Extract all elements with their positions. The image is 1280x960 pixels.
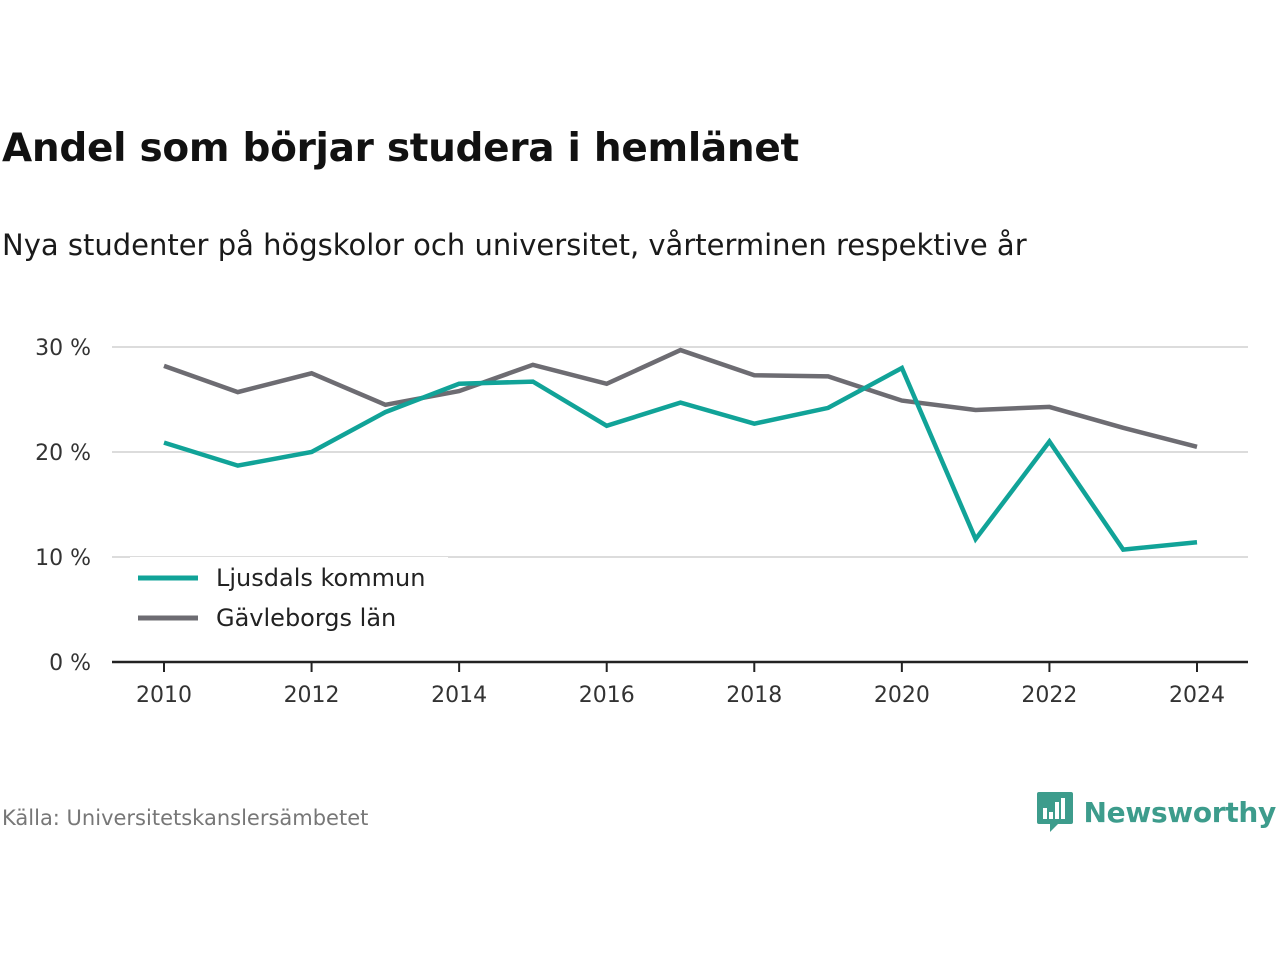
x-tick-label: 2022	[1021, 683, 1077, 708]
line-chart: 0 % 10 % 20 % 30 % 2010 2012 2014 2016 2018 2020 2…	[35, 336, 1248, 708]
legend: Ljusdals kommun Gävleborgs län	[130, 557, 448, 645]
bar-chart-speech-bubble-icon	[1036, 792, 1073, 832]
y-tick-label: 10 %	[35, 546, 91, 571]
x-tick-label: 2012	[284, 683, 340, 708]
x-tick-label: 2010	[136, 683, 192, 708]
legend-background	[130, 557, 448, 645]
y-tick-label: 0 %	[49, 651, 91, 676]
series-line-1	[163, 347, 1198, 449]
x-tick-label: 2020	[874, 683, 930, 708]
x-tick-label: 2016	[579, 683, 635, 708]
brand-name: Newsworthy	[1083, 795, 1277, 829]
series-lines	[163, 347, 1198, 552]
source-note: Källa: Universitetskanslersämbetet	[2, 806, 369, 830]
x-tick-label: 2018	[726, 683, 782, 708]
x-tick-label: 2024	[1169, 683, 1225, 708]
brand-logo: Newsworthy	[1036, 790, 1276, 834]
y-tick-label: 30 %	[35, 336, 91, 361]
legend-label: Gävleborgs län	[216, 604, 396, 632]
chart-title: Andel som börjar studera i hemlänet	[2, 126, 799, 171]
chart-subtitle: Nya studenter på högskolor och universit…	[2, 228, 1027, 262]
y-tick-label: 20 %	[35, 441, 91, 466]
axes: 0 % 10 % 20 % 30 % 2010 2012 2014 2016 2018 2020 2…	[35, 336, 1248, 708]
series-line-0	[163, 364, 1198, 552]
legend-label: Ljusdals kommun	[216, 564, 425, 592]
x-tick-label: 2014	[431, 683, 487, 708]
